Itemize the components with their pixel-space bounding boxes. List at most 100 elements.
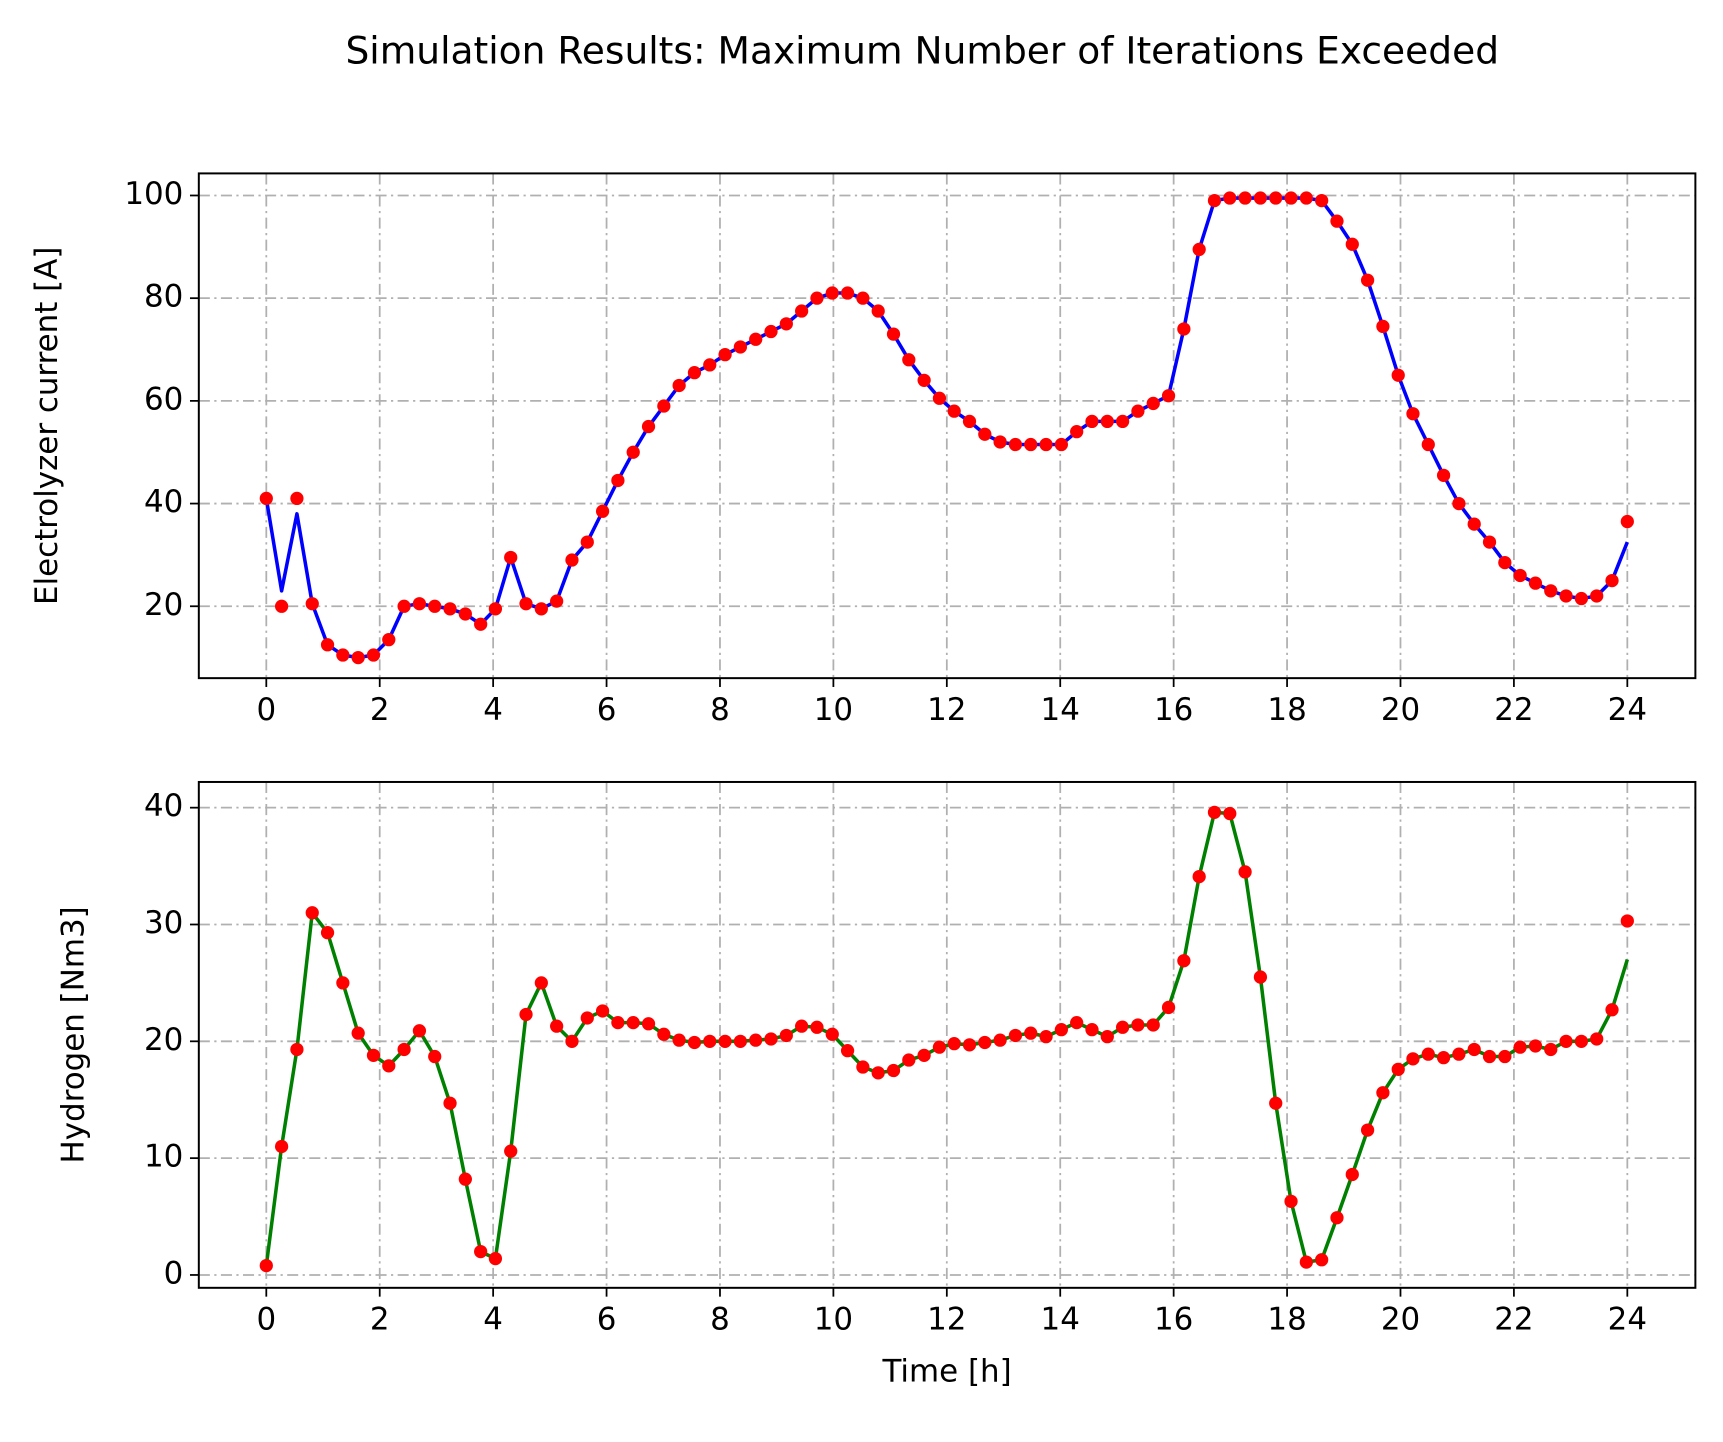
- x-tick-label: 4: [483, 692, 503, 728]
- data-point: [1391, 1062, 1405, 1076]
- data-point: [1253, 191, 1268, 205]
- data-point: [1544, 584, 1558, 598]
- data-point: [1620, 514, 1634, 529]
- data-point: [1131, 1018, 1145, 1032]
- x-tick-label: 24: [1608, 692, 1647, 728]
- data-point: [1467, 1042, 1481, 1057]
- data-point: [1024, 437, 1038, 452]
- data-point: [595, 504, 610, 518]
- data-point: [1039, 437, 1053, 452]
- x-tick-label: 10: [814, 692, 853, 728]
- data-point: [1605, 573, 1619, 588]
- data-point: [626, 445, 640, 459]
- data-point: [474, 617, 488, 631]
- data-point: [1406, 1052, 1420, 1066]
- x-tick-label: 20: [1381, 1301, 1420, 1337]
- data-point: [488, 602, 503, 616]
- y-tick-label: 40: [144, 484, 183, 520]
- data-point: [397, 1042, 411, 1057]
- data-point: [611, 473, 625, 488]
- data-point: [366, 648, 381, 662]
- data-point: [1544, 1042, 1558, 1057]
- data-point: [382, 1059, 396, 1073]
- data-point: [1100, 1030, 1114, 1044]
- data-point: [779, 1028, 793, 1043]
- data-point: [1467, 517, 1481, 531]
- data-point: [305, 597, 319, 611]
- data-point: [993, 1033, 1007, 1047]
- data-point: [1146, 396, 1160, 411]
- data-point: [733, 340, 748, 354]
- data-point: [1100, 414, 1114, 429]
- data-point: [412, 597, 427, 611]
- data-point: [351, 1026, 365, 1040]
- data-point: [534, 976, 548, 990]
- data-point: [504, 1144, 518, 1158]
- data-point: [947, 404, 961, 418]
- data-point: [1024, 1026, 1038, 1040]
- data-point: [474, 1244, 488, 1259]
- data-point: [1605, 1003, 1619, 1017]
- data-point: [1207, 193, 1222, 208]
- data-point: [1161, 389, 1176, 403]
- y-tick-label: 20: [144, 587, 183, 623]
- data-point: [488, 1251, 503, 1266]
- y-tick-label: 10: [144, 1139, 183, 1175]
- data-point: [1528, 1039, 1543, 1053]
- data-point: [795, 1019, 809, 1033]
- data-point: [932, 391, 947, 405]
- data-point: [1330, 214, 1344, 228]
- data-point: [978, 427, 992, 441]
- data-point: [1238, 865, 1252, 879]
- data-point: [902, 1053, 916, 1067]
- data-point: [397, 599, 411, 613]
- data-point: [764, 324, 778, 339]
- data-point: [336, 976, 350, 990]
- data-point: [1070, 425, 1084, 439]
- data-point: [1161, 1000, 1176, 1015]
- data-point: [672, 1033, 686, 1047]
- data-point: [1085, 414, 1099, 429]
- data-point: [1177, 322, 1191, 336]
- data-point: [1436, 1051, 1451, 1065]
- data-point: [1482, 1049, 1497, 1064]
- x-tick-label: 8: [710, 1301, 730, 1337]
- data-point: [1207, 805, 1222, 819]
- data-point: [428, 599, 442, 613]
- data-point: [1131, 404, 1145, 418]
- data-point: [1315, 1253, 1329, 1267]
- data-point: [274, 1139, 289, 1154]
- data-point: [1345, 237, 1359, 251]
- data-point: [458, 1172, 472, 1186]
- data-point: [1391, 368, 1405, 382]
- data-point: [1039, 1030, 1053, 1044]
- data-point: [1284, 1194, 1298, 1208]
- data-point: [443, 1096, 457, 1110]
- data-point: [902, 353, 916, 367]
- data-point: [1238, 191, 1252, 205]
- data-point: [871, 1066, 885, 1080]
- data-point: [1406, 407, 1420, 421]
- data-point: [749, 1033, 763, 1047]
- data-point: [1436, 468, 1451, 482]
- data-point: [1574, 1034, 1589, 1048]
- data-point: [580, 1011, 594, 1025]
- data-point: [993, 435, 1007, 449]
- data-point: [1054, 437, 1068, 452]
- data-point: [840, 1044, 855, 1058]
- data-point: [1528, 576, 1543, 590]
- data-point: [703, 358, 717, 372]
- y-axis-label: Electrolyzer current [A]: [29, 247, 65, 605]
- data-point: [1223, 191, 1237, 205]
- data-point: [1482, 535, 1497, 549]
- data-point: [641, 419, 656, 434]
- data-point: [1115, 1020, 1130, 1034]
- y-tick-label: 60: [144, 381, 183, 417]
- data-point: [290, 1042, 304, 1057]
- data-point: [810, 1020, 824, 1034]
- y-axis-label: Hydrogen [Nm3]: [56, 906, 92, 1163]
- data-point: [932, 1040, 947, 1054]
- data-point: [687, 366, 702, 380]
- data-point: [428, 1049, 442, 1064]
- data-point: [657, 1027, 671, 1041]
